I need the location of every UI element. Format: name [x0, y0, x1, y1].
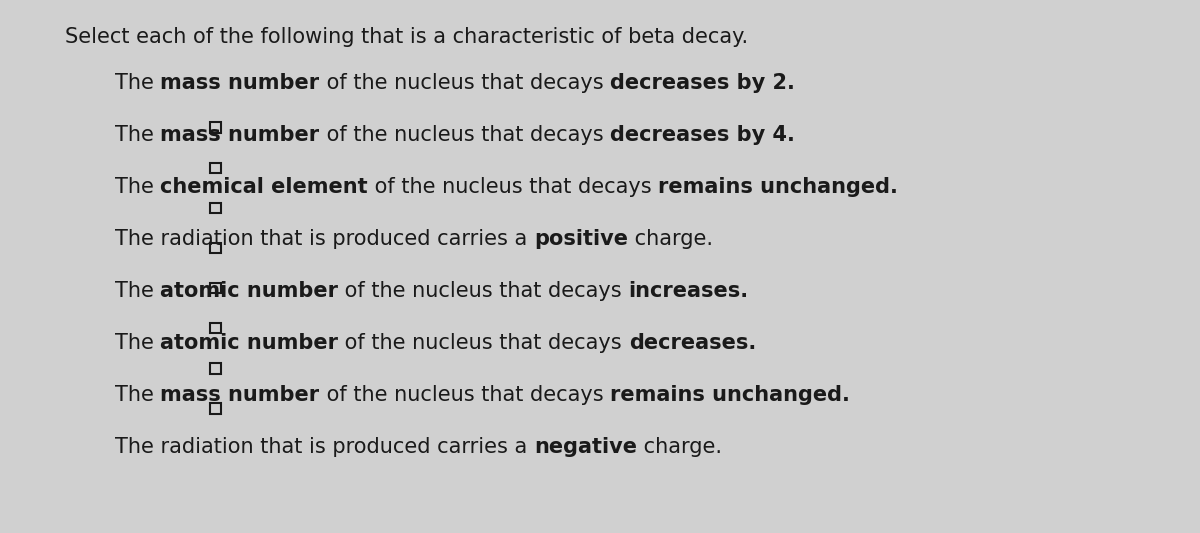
Bar	[210, 123, 221, 133]
Bar	[210, 282, 221, 294]
Text: atomic number: atomic number	[161, 281, 338, 301]
Text: of the nucleus that decays: of the nucleus that decays	[319, 73, 610, 93]
Bar	[210, 322, 221, 334]
Text: charge.: charge.	[637, 437, 722, 457]
Text: remains unchanged.: remains unchanged.	[659, 177, 899, 197]
Text: atomic number: atomic number	[161, 333, 338, 353]
Text: mass number: mass number	[161, 385, 319, 405]
Text: decreases by 2.: decreases by 2.	[610, 73, 794, 93]
Text: mass number: mass number	[161, 73, 319, 93]
Bar	[210, 203, 221, 213]
Text: of the nucleus that decays: of the nucleus that decays	[338, 281, 629, 301]
Bar	[210, 403, 221, 414]
Text: The: The	[115, 125, 161, 145]
Text: The: The	[115, 281, 161, 301]
Text: of the nucleus that decays: of the nucleus that decays	[319, 125, 610, 145]
Text: of the nucleus that decays: of the nucleus that decays	[319, 385, 610, 405]
Text: The: The	[115, 177, 161, 197]
Text: charge.: charge.	[628, 229, 713, 249]
Text: positive: positive	[534, 229, 628, 249]
Text: of the nucleus that decays: of the nucleus that decays	[338, 333, 629, 353]
Text: of the nucleus that decays: of the nucleus that decays	[368, 177, 659, 197]
Text: chemical element: chemical element	[161, 177, 368, 197]
Text: The radiation that is produced carries a: The radiation that is produced carries a	[115, 437, 534, 457]
Text: decreases.: decreases.	[629, 333, 756, 353]
Text: negative: negative	[534, 437, 637, 457]
Bar	[210, 363, 221, 374]
Text: increases.: increases.	[629, 281, 749, 301]
Bar	[210, 243, 221, 253]
Bar	[210, 163, 221, 173]
Text: The: The	[115, 333, 161, 353]
Text: The radiation that is produced carries a: The radiation that is produced carries a	[115, 229, 534, 249]
Text: remains unchanged.: remains unchanged.	[610, 385, 850, 405]
Text: The: The	[115, 73, 161, 93]
Text: Select each of the following that is a characteristic of beta decay.: Select each of the following that is a c…	[65, 27, 748, 47]
Text: decreases by 4.: decreases by 4.	[610, 125, 794, 145]
Text: mass number: mass number	[161, 125, 319, 145]
Text: The: The	[115, 385, 161, 405]
